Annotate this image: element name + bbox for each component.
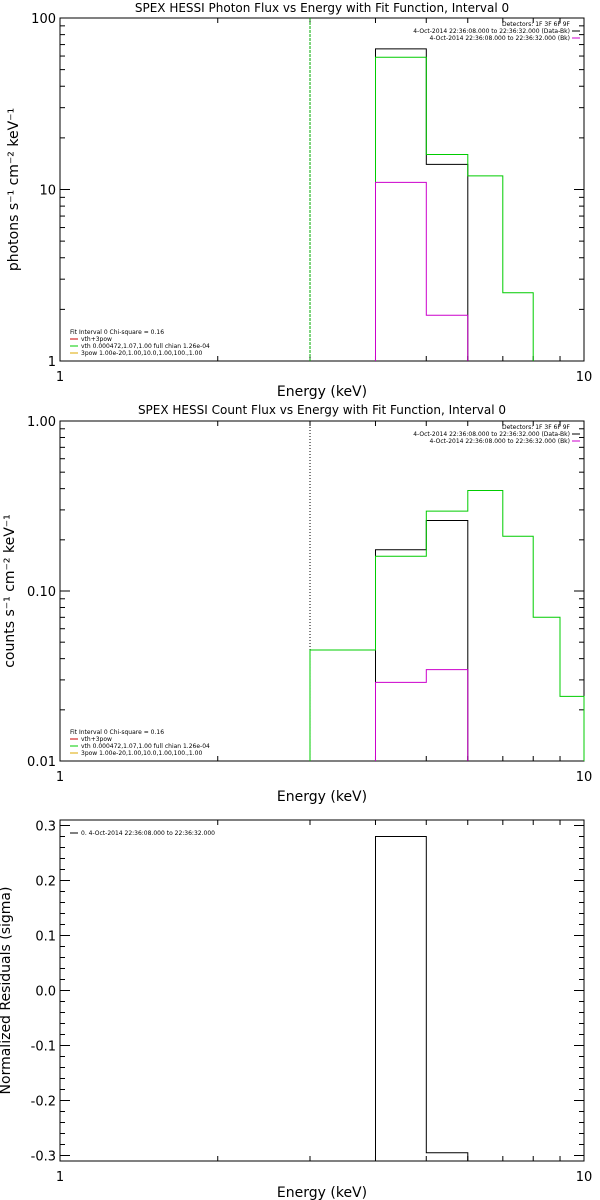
legend-topleft-text: 0. 4-Oct-2014 22:36:08.000 to 22:36:32.0… — [81, 830, 215, 837]
y-tick-label: 1.00 — [27, 415, 56, 430]
y-tick-label: 1 — [48, 355, 56, 370]
y-tick-label: -0.3 — [31, 1150, 56, 1165]
legend-topright-text: Detectors: 1F 3F 6F 9F — [502, 424, 571, 431]
plot-frame — [59, 17, 585, 362]
y-tick-label: 0.3 — [35, 820, 56, 835]
y-tick-label: 0.0 — [35, 985, 56, 1000]
x-tick-label: 10 — [576, 370, 593, 385]
y-tick-label: 0.10 — [27, 585, 56, 600]
x-tick-label: 10 — [576, 1170, 593, 1185]
chart-title: SPEX HESSI Photon Flux vs Energy with Fi… — [135, 1, 509, 15]
legend-topright-text: Detectors: 1F 3F 6F 9F — [502, 21, 571, 28]
y-axis-label: counts s⁻¹ cm⁻² keV⁻¹ — [2, 514, 18, 668]
x-axis-label: Energy (keV) — [277, 789, 367, 805]
legend-topright-text: 4-Oct-2014 22:36:08.000 to 22:36:32.000 … — [430, 35, 571, 42]
series-3-line — [375, 181, 469, 361]
legend-bottomleft-text: vth+3pow — [81, 336, 112, 343]
x-axis-label: Energy (keV) — [277, 1185, 367, 1200]
y-tick-label: 100 — [31, 12, 56, 27]
y-tick-label: 0.01 — [27, 755, 56, 770]
series-1-line — [375, 836, 469, 1161]
y-tick-label: -0.2 — [31, 1095, 56, 1110]
x-tick-label: 10 — [576, 770, 593, 785]
legend-bottomleft-text: vth 0.000472,1.07,1.00 full chian 1.26e-… — [81, 343, 210, 350]
plot-frame — [59, 420, 585, 762]
legend-topright-text: 4-Oct-2014 22:36:08.000 to 22:36:32.000 … — [413, 28, 570, 35]
y-tick-label: 0.2 — [35, 875, 56, 890]
x-tick-label: 1 — [56, 370, 64, 385]
legend-topright-text: 4-Oct-2014 22:36:08.000 to 22:36:32.000 … — [413, 431, 570, 438]
y-axis-label: photons s⁻¹ cm⁻² keV⁻¹ — [6, 108, 22, 271]
series-2-line — [309, 490, 585, 761]
legend-bottomleft-text: Fit Interval 0 Chi-square = 0.16 — [70, 329, 164, 336]
y-tick-label: 0.1 — [35, 930, 56, 945]
legend-bottomleft-text: 3pow 1.00e-20,1.00,10.0,1.00,100.,1.00 — [81, 750, 202, 757]
y-axis-label: Normalized Residuals (sigma) — [0, 887, 14, 1095]
legend-bottomleft-text: vth+3pow — [81, 736, 112, 743]
legend-bottomleft-text: Fit Interval 0 Chi-square = 0.16 — [70, 729, 164, 736]
y-tick-label: 10 — [39, 184, 56, 199]
chart-title: SPEX HESSI Count Flux vs Energy with Fit… — [138, 403, 506, 417]
y-tick-label: -0.1 — [31, 1040, 56, 1055]
x-tick-label: 1 — [56, 770, 64, 785]
series-3-line — [375, 669, 469, 761]
legend-bottomleft-text: vth 0.000472,1.07,1.00 full chian 1.26e-… — [81, 743, 210, 750]
x-axis-label: Energy (keV) — [277, 384, 367, 400]
plot-frame — [59, 819, 585, 1162]
series-1-line — [375, 48, 469, 361]
series-2-line — [375, 56, 534, 361]
legend-topright-text: 4-Oct-2014 22:36:08.000 to 22:36:32.000 … — [430, 438, 571, 445]
legend-bottomleft-text: 3pow 1.00e-20,1.00,10.0,1.00,100.,1.00 — [81, 350, 202, 357]
x-tick-label: 1 — [56, 1170, 64, 1185]
